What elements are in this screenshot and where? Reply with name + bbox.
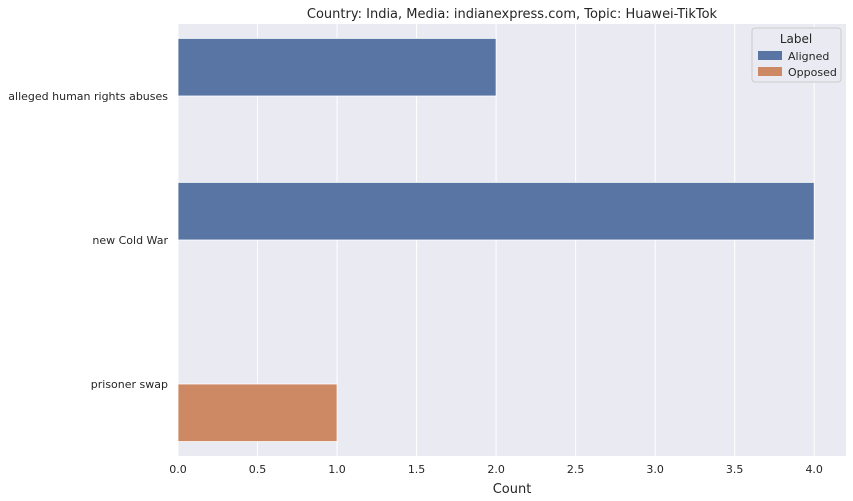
x-tick-label: 2.0 (487, 463, 505, 476)
chart-title: Country: India, Media: indianexpress.com… (307, 7, 718, 22)
y-tick-labels: alleged human rights abuses new Cold War p… (8, 90, 168, 391)
legend-title: Label (780, 32, 812, 46)
legend-swatch (758, 67, 782, 76)
x-tick-labels: 0.0 0.5 1.0 1.5 2.0 2.5 3.0 3.5 4.0 (169, 463, 823, 476)
x-axis-label: Count (493, 482, 532, 497)
x-tick-label: 2.5 (567, 463, 585, 476)
legend-label: Opposed (788, 66, 837, 79)
x-tick-label: 4.0 (805, 463, 823, 476)
bar-aligned (177, 38, 497, 97)
x-tick-label: 3.0 (646, 463, 664, 476)
legend-swatch (758, 51, 782, 60)
y-tick-label: new Cold War (92, 234, 168, 247)
y-tick-label: alleged human rights abuses (8, 90, 168, 103)
y-tick-label: prisoner swap (91, 378, 168, 391)
x-tick-label: 0.5 (249, 463, 267, 476)
bars (177, 38, 815, 442)
bar-opposed (177, 383, 338, 442)
legend-label: Aligned (788, 50, 829, 63)
x-tick-label: 3.5 (726, 463, 744, 476)
x-tick-label: 1.0 (328, 463, 346, 476)
x-tick-label: 0.0 (169, 463, 187, 476)
x-tick-label: 1.5 (408, 463, 426, 476)
legend: Label Aligned Opposed (751, 27, 842, 83)
bar-aligned (177, 181, 815, 241)
legend-items: Aligned Opposed (758, 50, 837, 79)
